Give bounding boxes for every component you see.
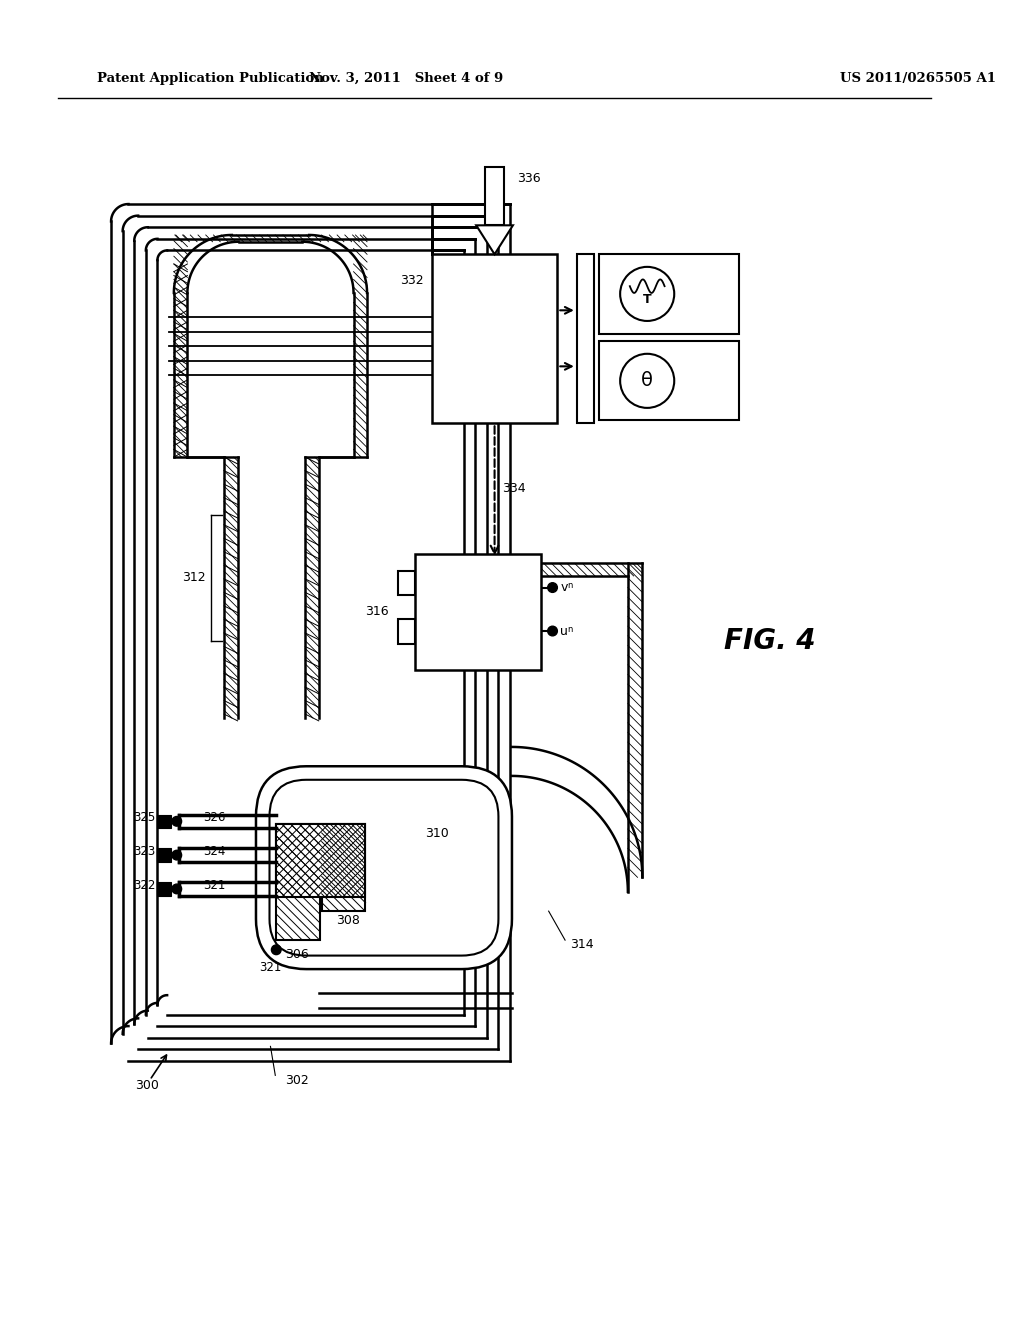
Text: θ: θ bbox=[641, 371, 653, 391]
Text: 328: 328 bbox=[682, 288, 706, 301]
FancyBboxPatch shape bbox=[269, 780, 499, 956]
Text: 321: 321 bbox=[203, 879, 225, 891]
Bar bbox=[432, 255, 557, 424]
Bar bbox=[599, 342, 739, 421]
Text: 302: 302 bbox=[285, 1073, 308, 1086]
Text: 325: 325 bbox=[133, 810, 156, 824]
Text: t: t bbox=[404, 577, 410, 589]
Circle shape bbox=[172, 884, 181, 894]
Text: 308: 308 bbox=[336, 915, 360, 928]
Text: 334: 334 bbox=[503, 482, 526, 495]
Bar bbox=[398, 619, 416, 644]
Bar bbox=[276, 824, 366, 896]
Text: v: v bbox=[560, 581, 567, 594]
Text: n: n bbox=[567, 581, 572, 590]
Polygon shape bbox=[476, 226, 513, 255]
Text: 330: 330 bbox=[682, 375, 706, 387]
Text: 332: 332 bbox=[400, 273, 424, 286]
Text: Nov. 3, 2011   Sheet 4 of 9: Nov. 3, 2011 Sheet 4 of 9 bbox=[308, 73, 503, 84]
Bar bbox=[485, 168, 504, 226]
Text: 312: 312 bbox=[182, 572, 206, 585]
Text: 310: 310 bbox=[425, 828, 449, 841]
Text: n: n bbox=[567, 624, 572, 634]
Bar bbox=[276, 824, 319, 940]
Circle shape bbox=[271, 945, 282, 954]
Text: 323: 323 bbox=[133, 845, 156, 858]
Bar bbox=[322, 824, 366, 911]
Text: u: u bbox=[560, 624, 568, 638]
Text: 304: 304 bbox=[343, 895, 367, 908]
Text: T: T bbox=[643, 293, 651, 306]
Text: 314: 314 bbox=[570, 939, 594, 952]
Text: n: n bbox=[412, 624, 417, 634]
Bar bbox=[599, 255, 739, 334]
Circle shape bbox=[621, 354, 674, 408]
Text: 321: 321 bbox=[259, 961, 282, 974]
Bar bbox=[577, 255, 594, 424]
Text: 326: 326 bbox=[203, 810, 225, 824]
Bar bbox=[398, 572, 416, 595]
Text: 306: 306 bbox=[285, 948, 308, 961]
Circle shape bbox=[172, 850, 181, 859]
Bar bbox=[158, 814, 171, 828]
Text: 316: 316 bbox=[365, 605, 388, 618]
Text: FIG. 4: FIG. 4 bbox=[724, 627, 816, 655]
Bar bbox=[416, 554, 541, 669]
Circle shape bbox=[172, 817, 181, 826]
FancyBboxPatch shape bbox=[256, 766, 512, 969]
Text: 322: 322 bbox=[133, 879, 156, 891]
Text: s: s bbox=[403, 624, 410, 638]
Text: Patent Application Publication: Patent Application Publication bbox=[96, 73, 324, 84]
Text: 300: 300 bbox=[135, 1078, 159, 1092]
Circle shape bbox=[621, 267, 674, 321]
Text: n: n bbox=[412, 577, 417, 586]
Bar bbox=[158, 882, 171, 896]
Circle shape bbox=[548, 582, 557, 593]
Text: 324: 324 bbox=[203, 845, 225, 858]
Text: 336: 336 bbox=[517, 172, 541, 185]
Text: US 2011/0265505 A1: US 2011/0265505 A1 bbox=[841, 73, 996, 84]
Circle shape bbox=[548, 626, 557, 636]
Bar bbox=[158, 849, 171, 862]
